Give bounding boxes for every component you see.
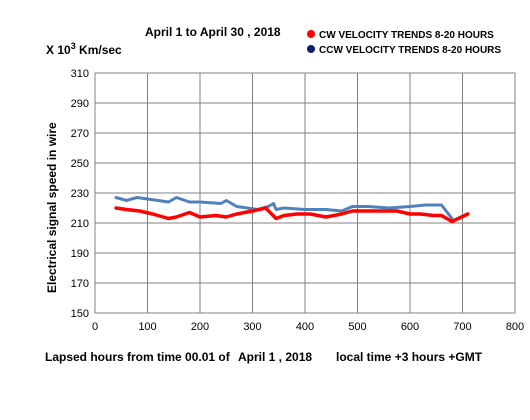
gridlines	[94, 72, 516, 314]
x-tick-label: 100	[138, 321, 156, 333]
y-units-label: X 103 Km/sec	[46, 41, 122, 57]
y-tick-label: 170	[71, 278, 89, 290]
y-tick-label: 310	[71, 68, 89, 80]
series-lines	[114, 196, 470, 224]
y-tick-label: 250	[71, 158, 89, 170]
x-axis-label-part2: April 1 , 2018	[238, 350, 312, 364]
x-axis-label-part1: Lapsed hours from time 00.01 of	[45, 350, 231, 364]
y-units-suffix: Km/sec	[76, 43, 122, 57]
y-units-prefix: X 10	[46, 43, 71, 57]
x-tick-label: 500	[348, 321, 366, 333]
y-axis-label: Electrical signal speed in wire	[45, 122, 59, 293]
y-tick-label: 270	[71, 128, 89, 140]
series-line-ccw	[114, 196, 454, 220]
legend-marker-ccw	[307, 45, 315, 53]
x-tick-label: 700	[453, 321, 471, 333]
legend: CW VELOCITY TRENDS 8-20 HOURS CCW VELOCI…	[307, 30, 501, 56]
x-tick-label: 800	[506, 321, 524, 333]
legend-label-ccw: CCW VELOCITY TRENDS 8-20 HOURS	[319, 45, 501, 56]
y-tick-label: 150	[71, 308, 89, 320]
series-line-cw	[114, 206, 470, 224]
y-units-exponent: 3	[71, 41, 76, 51]
legend-marker-cw	[307, 30, 315, 38]
x-tick-labels: 0 100 200 300 400 500 600 700 800	[92, 321, 524, 333]
x-tick-label: 0	[92, 321, 98, 333]
legend-label-cw: CW VELOCITY TRENDS 8-20 HOURS	[319, 30, 494, 41]
x-tick-label: 400	[296, 321, 314, 333]
chart-title: April 1 to April 30 , 2018	[145, 25, 281, 39]
y-tick-labels: 150 170 190 210 230 250 270 290 310	[71, 68, 89, 320]
x-tick-label: 200	[191, 321, 209, 333]
y-tick-label: 230	[71, 188, 89, 200]
y-tick-label: 290	[71, 98, 89, 110]
y-tick-label: 210	[71, 218, 89, 230]
x-axis-label-part3: local time +3 hours +GMT	[336, 350, 483, 364]
y-tick-label: 190	[71, 248, 89, 260]
x-tick-label: 300	[243, 321, 261, 333]
x-tick-label: 600	[401, 321, 419, 333]
